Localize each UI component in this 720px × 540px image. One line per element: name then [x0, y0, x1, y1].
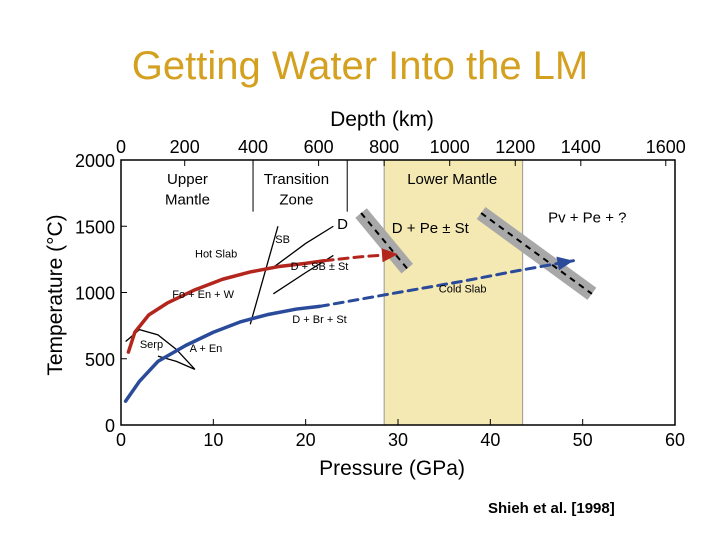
- annotation-serp: Serp: [140, 339, 163, 351]
- x-tick-label-60: 60: [665, 430, 685, 450]
- top-tick-label-1400: 1400: [561, 137, 601, 157]
- y-tick-label-2000: 2000: [75, 151, 115, 171]
- gray-band-layer: [355, 206, 597, 300]
- annotation-pv-pe: Pv + Pe + ?: [548, 209, 626, 226]
- annotation-d-br-st: D + Br + St: [292, 314, 346, 326]
- x-tick-label-30: 30: [388, 430, 408, 450]
- top-tick-label-400: 400: [238, 137, 268, 157]
- top-tick-label-600: 600: [304, 137, 334, 157]
- gray-band-centerline-1: [360, 212, 409, 270]
- annotation-fo-en-w: Fo + En + W: [172, 289, 234, 301]
- annotation-zone: Zone: [279, 191, 313, 208]
- y-tick-label-1500: 1500: [75, 217, 115, 237]
- top-tick-label-1200: 1200: [495, 137, 535, 157]
- top-tick-label-200: 200: [170, 137, 200, 157]
- cold-slab-arrowhead: [556, 256, 574, 271]
- annotation-d-pe-st: D + Pe ± St: [392, 220, 470, 237]
- citation: Shieh et al. [1998]: [488, 500, 615, 517]
- annotation-a-en: A + En: [190, 343, 223, 355]
- annotation-d-sb-st: D + SB ± St: [291, 261, 349, 273]
- hot-slab-line: [126, 258, 326, 354]
- slide-title: Getting Water Into the LM: [131, 44, 589, 88]
- x-tick-label-10: 10: [203, 430, 223, 450]
- annotation-hot-slab: Hot Slab: [195, 248, 237, 260]
- annotation-cold-slab: Cold Slab: [439, 284, 487, 296]
- gray-band-centerline-2: [480, 212, 593, 295]
- annotation-layer: Upper Mantle Transition Zone Lower Mantle Pv …: [140, 171, 627, 355]
- top-tick-label-0: 0: [116, 137, 126, 157]
- annotation-transition: Transition: [264, 171, 329, 188]
- annotation-lower-mantle: Lower Mantle: [407, 171, 497, 188]
- highlight-band-layer: [383, 159, 524, 426]
- x-tick-label-50: 50: [573, 430, 593, 450]
- x-tick-label-40: 40: [480, 430, 500, 450]
- annotation-upper: Upper: [167, 171, 208, 188]
- cold-slab-dashed-extension: [318, 259, 575, 308]
- y-tick-label-500: 500: [85, 350, 115, 370]
- lower-mantle-highlight-band: [383, 159, 524, 426]
- top-axis-label: Depth (km): [330, 108, 434, 131]
- phase-boundary-5: [272, 225, 334, 268]
- y-tick-label-0: 0: [105, 416, 115, 436]
- hot-slab-arrowhead: [381, 248, 398, 263]
- top-tick-label-1600: 1600: [646, 137, 686, 157]
- top-tick-label-800: 800: [369, 137, 399, 157]
- annotation-sb: SB: [275, 234, 290, 246]
- annotation-d: D: [337, 216, 348, 233]
- phase-boundary-3: [249, 226, 279, 325]
- annotation-mantle: Mantle: [165, 191, 210, 208]
- series-layer: [123, 248, 575, 403]
- cold-slab-line: [123, 304, 322, 403]
- y-tick-label-1000: 1000: [75, 284, 115, 304]
- x-axis-label: Pressure (GPa): [319, 457, 465, 480]
- y-axis-label: Temperature (°C): [44, 214, 67, 375]
- x-tick-label-0: 0: [116, 430, 126, 450]
- axis-layer: 0 10 20 30 40 50 600 200 400 600 800 1000 1200 1400 16…: [44, 108, 686, 480]
- top-tick-label-1000: 1000: [430, 137, 470, 157]
- x-tick-label-20: 20: [296, 430, 316, 450]
